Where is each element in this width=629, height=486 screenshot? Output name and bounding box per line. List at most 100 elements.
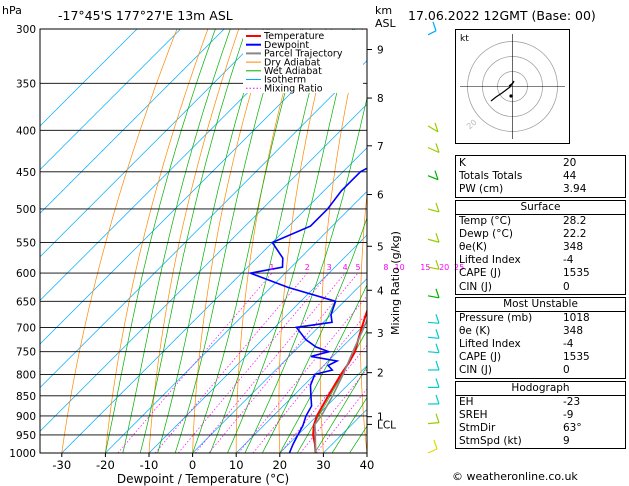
pressure-tick-label: 550 <box>16 237 36 249</box>
wind-barb-flag <box>432 21 437 32</box>
dry-adiabat-line <box>235 29 301 453</box>
km-unit-label: km <box>375 4 392 17</box>
hodograph-stats-row: StmDir 63° <box>459 422 582 434</box>
wind-barb <box>427 448 438 454</box>
legend-entry: Temperature <box>263 31 324 42</box>
legend-entry: Parcel Trajectory <box>264 49 343 60</box>
isotherm-line <box>40 29 312 301</box>
isotherm-line <box>192 278 367 453</box>
wet-adiabat-line <box>122 29 231 453</box>
mixing-ratio-label: 3 <box>327 263 332 272</box>
surface-row: Dewp (°C) 22.2 <box>459 227 587 240</box>
indices-panel: K 20 Totals Totals 44 PW (cm) 3.94 Surfa… <box>455 155 626 451</box>
wind-barb-flag <box>435 329 440 339</box>
wind-barb <box>427 422 440 425</box>
isotherm-line <box>40 29 138 127</box>
x-tick-label: 40 <box>360 458 375 472</box>
wind-barb-flag <box>434 170 439 180</box>
surface-row: Lifted Index -4 <box>459 254 574 267</box>
hodograph-svg: kt 20 <box>460 34 565 139</box>
x-tick-label: -20 <box>96 458 115 472</box>
copyright-footer: © weatheronline.co.uk <box>452 470 578 483</box>
legend-entry: Dewpoint <box>264 40 309 51</box>
wind-barb-flag <box>434 122 439 133</box>
wet-adiabat-line <box>314 365 367 453</box>
isotherm-line <box>40 29 269 258</box>
hodograph-kt-label: kt <box>460 34 469 44</box>
legend-entry: Wet Adiabat <box>264 66 322 77</box>
dry-adiabat-line <box>319 29 363 453</box>
wind-barb-flag <box>435 233 440 243</box>
mixing-ratio-label: 10 <box>395 263 405 272</box>
mixing-ratio-axis-label: Mixing Ratio (g/kg) <box>389 231 402 335</box>
pressure-tick-label: 700 <box>16 322 36 334</box>
x-tick-label: 30 <box>316 458 331 472</box>
hodograph-panel: kt 20 <box>455 29 570 144</box>
wind-barb <box>427 336 440 339</box>
x-tick-label: 0 <box>189 458 196 472</box>
most-unstable-row: θe (K) 348 <box>459 324 584 337</box>
k-index-row: K 20 <box>459 157 577 169</box>
wind-barb <box>427 125 439 133</box>
wind-barb <box>427 238 440 243</box>
km-tick-label: 6 <box>377 190 384 202</box>
km-tick-label: 7 <box>377 141 384 153</box>
dry-adiabat-line <box>192 29 271 453</box>
lcl-label: LCL <box>377 419 396 431</box>
dewpoint-profile <box>247 167 367 453</box>
wet-adiabat-line <box>331 396 367 453</box>
isotherm-line <box>40 29 181 171</box>
km-tick-label: 8 <box>377 93 384 105</box>
temperature-profile <box>312 308 367 453</box>
pressure-tick-label: 850 <box>16 391 36 403</box>
x-axis-label: Dewpoint / Temperature (°C) <box>117 472 289 486</box>
wind-barb <box>427 351 440 354</box>
most-unstable-row: CIN (J) 0 <box>459 364 570 377</box>
most-unstable-row: CAPE (J) 1535 <box>459 351 590 364</box>
surface-row: Temp (°C) 28.2 <box>459 214 587 227</box>
isotherm-line <box>235 321 367 453</box>
wind-barb <box>427 208 440 213</box>
dry-adiabat-line <box>105 29 209 453</box>
mixing-ratio-label: 5 <box>355 263 360 272</box>
most-unstable-row: Pressure (mb) 1018 <box>459 311 590 324</box>
km-tick-label: 5 <box>377 241 384 253</box>
datetime-header: 17.06.2022 12GMT (Base: 00) <box>408 8 596 23</box>
hodograph-ring-label: 20 <box>465 118 479 131</box>
mixing-ratio-label: 4 <box>343 263 348 272</box>
mixing-ratio-label: 15 <box>420 263 430 272</box>
surface-title: Surface <box>456 201 625 215</box>
pressure-tick-label: 500 <box>16 204 36 216</box>
wind-barb-flag <box>435 143 440 153</box>
wind-barb <box>427 30 437 36</box>
most-unstable-box: Most Unstable Pressure (mb) 1018 θe (K) 34… <box>455 296 626 379</box>
mixing-ratio-line <box>117 272 273 453</box>
wind-barb-flag <box>435 288 440 299</box>
mixing-ratio-line <box>195 272 346 453</box>
wind-barb-flag <box>435 259 440 270</box>
location-header: -17°45'S 177°27'E 13m ASL <box>58 8 233 23</box>
hodograph-storm-motion <box>509 94 513 98</box>
wind-barb-flag <box>435 360 440 371</box>
precipitable-water-row: PW (cm) 3.94 <box>459 183 587 196</box>
hodograph-stats-row: SREH -9 <box>459 408 574 421</box>
hodograph-trace <box>490 80 515 102</box>
surface-row: CIN (J) 0 <box>459 280 570 293</box>
km-tick-label: 9 <box>377 45 384 57</box>
totals-totals-row: Totals Totals 44 <box>459 170 577 183</box>
pressure-tick-label: 450 <box>16 167 36 179</box>
parcel-trajectory-profile <box>314 318 367 453</box>
legend-entry: Mixing Ratio <box>264 83 323 94</box>
km-tick-label: 3 <box>377 328 384 340</box>
wind-barb-flag <box>435 378 440 388</box>
wet-adiabat-line <box>296 329 367 453</box>
km-tick-label: 4 <box>377 285 384 297</box>
hpa-label: hPa <box>2 4 22 17</box>
pressure-tick-label: 900 <box>16 411 36 423</box>
isotherm-line <box>279 365 367 453</box>
wind-barb <box>427 295 440 299</box>
mixing-ratio-label: 25 <box>454 263 464 272</box>
hodograph-stats-row: EH -23 <box>459 395 581 408</box>
